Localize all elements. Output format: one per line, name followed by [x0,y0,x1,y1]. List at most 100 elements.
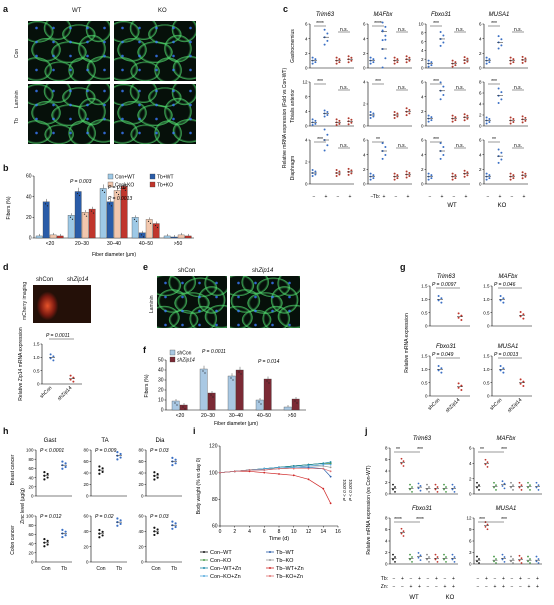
h-ytick-label: 20 [28,551,34,556]
c-panel-5-dot [393,111,396,113]
j-dot [434,488,437,491]
c-panel-10-dot [463,175,466,178]
i-xtick-label: 0 [219,529,222,535]
c-row-dia: Diaphragm [290,156,296,180]
h-dot [153,526,156,529]
c-panel-10-dot [454,177,457,180]
c-panel-9-dot [405,170,408,173]
c-panel-2-dot [442,34,445,37]
g-ytick-label: 0 [425,324,428,329]
b-dot [117,193,120,196]
h-dot [46,539,49,542]
c-panel-4-ns: n.s. [340,85,348,91]
c-panel-3-dot [524,60,527,63]
c-panel-6-ytick-label: 0 [421,124,424,129]
g-dot [499,369,502,372]
h-dot [119,519,122,522]
h-ytick-label: 60 [83,459,89,464]
h-pval-3: P = 0.012 [40,514,62,520]
c-panel-2-dot [466,60,469,63]
b-dot [78,194,81,197]
i-ylabel: Body weight (% vs day 0) [196,457,202,514]
c-panel-0-ytick-label: 0 [305,66,308,71]
c-panel-8-dot [350,172,353,175]
i-xtick-label: 12 [306,529,312,535]
c-tb-mark: + [325,194,328,200]
j-dot [426,558,428,561]
j-ylabel: Relative mRNA expression (vs Con-WT) [366,465,372,555]
i-point [322,465,325,467]
c-panel-6-dot [430,119,433,122]
h-ytick-label: 40 [138,529,144,534]
i-legend-marker [203,559,205,561]
c-panel-1-ytick-label: 6 [363,22,366,27]
h-xcat-0: Con [96,566,105,572]
b-dot [101,189,104,191]
c-panel-1-dot [372,58,375,61]
c-panel-7-dot [509,122,512,125]
b-legend-swatch [149,181,156,188]
g-dot [457,312,460,315]
j-dot [428,560,430,563]
c-panel-5-ytick-label: 2 [363,102,366,107]
c-panel-0-dot [326,39,329,42]
c-panel-0-dot [350,59,353,62]
c-panel-2-dot [430,64,433,67]
g-ytick-label: 0.5 [483,310,490,315]
c-tb-mark: − [313,194,316,200]
h-dot [101,467,104,470]
h-dot [98,472,101,475]
c-panel-7-ns: n.s. [514,85,522,91]
j-dot [428,486,430,488]
c-panel-10-dot [439,142,442,145]
j-dot [453,556,456,558]
h-dot [119,452,122,456]
j-dot [436,556,439,558]
g-xcat-1: shZip14 [507,397,524,414]
h-dot [171,527,174,530]
g-dot [437,295,440,298]
c-panel-0-dot [335,62,338,65]
i-pval-0: P < 0.0001 [342,479,347,501]
c-panel-10-dot [442,153,445,156]
c-tb-mark: − [453,194,456,200]
g-ytick-label: 1.0 [483,367,490,372]
h-dot [101,530,104,533]
f-dot [238,371,240,373]
c-panel-9-dot [408,174,411,177]
c-panel-7-dot [509,116,512,119]
g-dot [457,386,460,389]
j-dot [476,486,478,489]
c-panel-4-ytick-label: 8 [305,94,308,99]
b-dot [142,236,145,238]
f-ytick-label: 0 [161,408,164,414]
c-panel-9-dot [369,172,372,175]
c-panel-5-dot [381,29,384,32]
c-panel-7-ytick-label: 8 [479,80,482,85]
j-dot [409,558,411,561]
c-panel-7-dot [521,121,524,124]
e-title-gene: Zip14 [258,268,274,274]
d-xcat-1: shZip14 [57,385,74,402]
j-ytick-label: 12 [466,516,472,521]
c-panel-1-dot [384,34,387,37]
h-ytick-label: 40 [83,471,89,476]
i-xtick-label: 16 [335,529,341,535]
f-dot [182,406,184,408]
i-point [263,469,266,471]
f-dot [258,401,260,403]
g-gene-title-Fbxo31: Fbxo31 [436,344,456,350]
j-dot [394,556,396,558]
j-gene-title-Fbxo31: Fbxo31 [412,506,432,512]
j-dot [510,555,512,558]
c-panel-9-dot [384,153,387,156]
h-col-TA: TA [101,438,108,444]
i-point [307,463,310,466]
c-tb-mark: + [349,194,352,200]
c-panel-0-dot [338,58,341,61]
g-xcat-0: shCon [427,397,442,412]
h-dot [153,533,156,537]
g-dot [440,301,443,304]
c-panel-4-dot [347,123,350,126]
c-tb-mark: + [499,194,502,200]
